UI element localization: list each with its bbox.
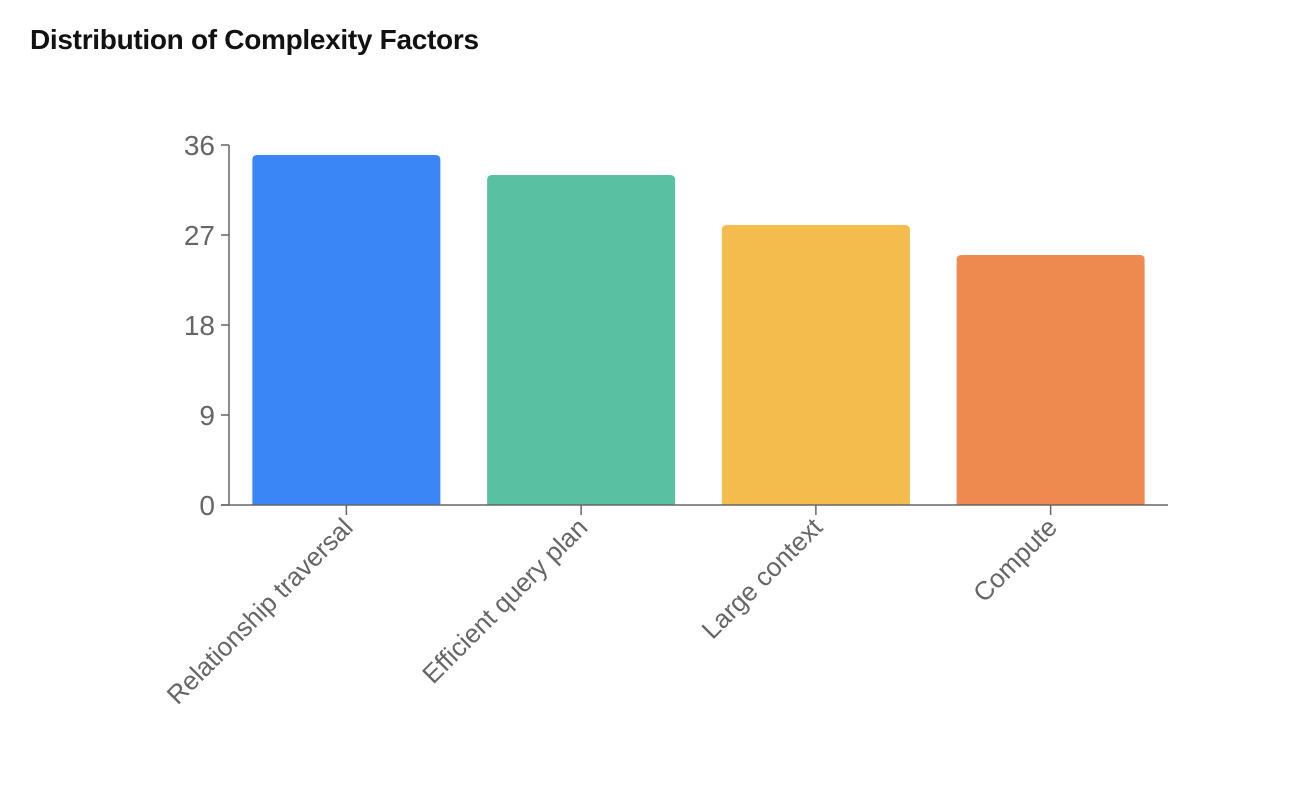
y-axis: 0 9 18 27 36 bbox=[184, 130, 230, 521]
y-tick-label: 0 bbox=[199, 490, 215, 521]
x-tick-label: Large context bbox=[695, 511, 828, 644]
y-tick-label: 18 bbox=[184, 310, 215, 341]
chart-title: Distribution of Complexity Factors bbox=[30, 24, 479, 55]
bar-3[interactable] bbox=[721, 225, 910, 505]
y-tick-label: 36 bbox=[184, 130, 215, 161]
bars bbox=[252, 155, 1145, 505]
bar-4[interactable] bbox=[956, 255, 1145, 505]
x-tick-label: Compute bbox=[967, 512, 1063, 608]
x-tick-label: Efficient query plan bbox=[416, 512, 593, 689]
bar-2[interactable] bbox=[487, 175, 676, 505]
x-tick-label: Relationship traversal bbox=[161, 512, 359, 710]
y-tick-label: 9 bbox=[199, 400, 215, 431]
bar-1[interactable] bbox=[252, 155, 441, 505]
y-tick-label: 27 bbox=[184, 220, 215, 251]
x-axis: Relationship traversal Efficient query pl… bbox=[161, 504, 1168, 710]
